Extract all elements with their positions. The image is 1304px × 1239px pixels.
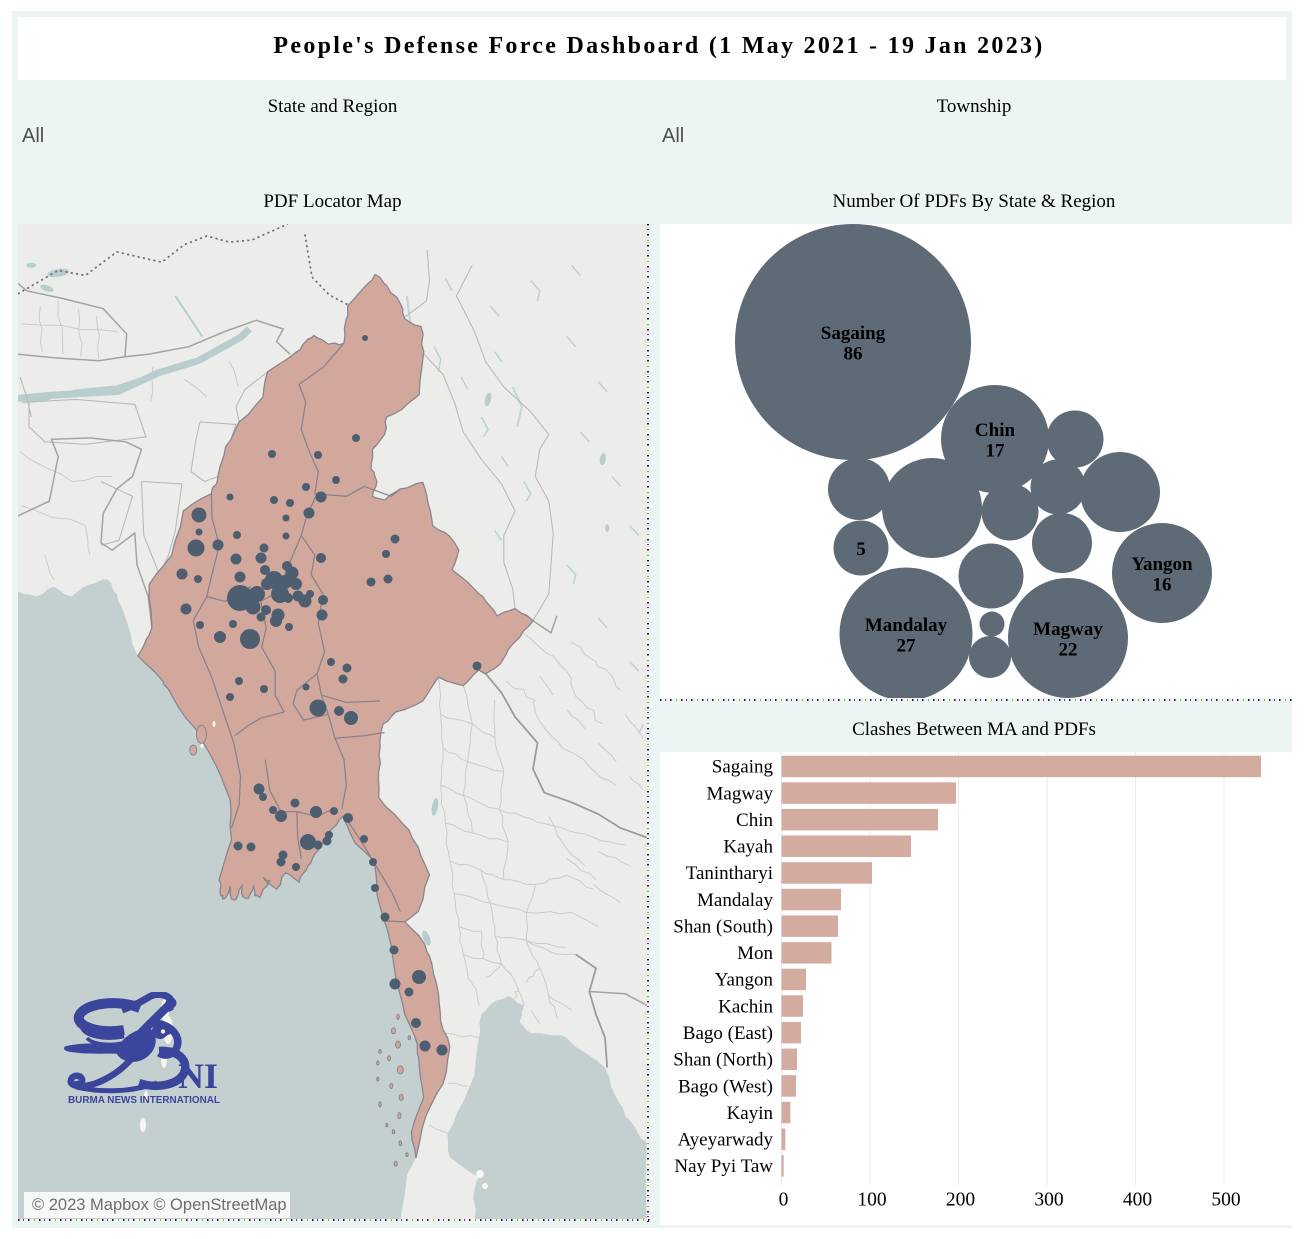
svg-text:86: 86 <box>844 344 863 365</box>
svg-text:Mandalay: Mandalay <box>697 890 773 911</box>
svg-text:Chin: Chin <box>736 810 773 831</box>
svg-text:200: 200 <box>946 1190 975 1211</box>
svg-text:Shan (North): Shan (North) <box>673 1050 773 1071</box>
svg-text:Ayeyarwady: Ayeyarwady <box>678 1130 774 1151</box>
svg-text:Mandalay: Mandalay <box>865 615 948 636</box>
svg-text:Bago (West): Bago (West) <box>678 1076 773 1097</box>
svg-text:Kayah: Kayah <box>723 837 773 858</box>
svg-text:0: 0 <box>779 1190 789 1211</box>
svg-text:Yangon: Yangon <box>715 970 774 991</box>
svg-text:Yangon: Yangon <box>1131 554 1193 575</box>
svg-text:16: 16 <box>1153 575 1172 596</box>
svg-text:NI: NI <box>178 1056 218 1096</box>
svg-text:Mon: Mon <box>737 943 773 964</box>
svg-text:Magway: Magway <box>707 783 774 804</box>
svg-text:27: 27 <box>897 636 917 657</box>
svg-text:Sagaing: Sagaing <box>821 323 886 344</box>
svg-text:300: 300 <box>1034 1190 1063 1211</box>
svg-text:Sagaing: Sagaing <box>712 757 774 778</box>
svg-text:Kachin: Kachin <box>718 996 773 1017</box>
svg-text:Magway: Magway <box>1033 619 1103 640</box>
svg-text:500: 500 <box>1211 1190 1240 1211</box>
svg-text:400: 400 <box>1123 1190 1152 1211</box>
svg-text:Chin: Chin <box>975 420 1016 441</box>
svg-text:Bago (East): Bago (East) <box>683 1023 773 1044</box>
svg-text:Kayin: Kayin <box>727 1103 774 1124</box>
svg-text:Tanintharyi: Tanintharyi <box>686 863 773 884</box>
svg-text:22: 22 <box>1059 640 1078 661</box>
svg-text:5: 5 <box>856 539 866 560</box>
svg-text:100: 100 <box>857 1190 886 1211</box>
svg-text:17: 17 <box>986 441 1006 462</box>
svg-text:Nay Pyi Taw: Nay Pyi Taw <box>674 1156 773 1177</box>
svg-text:BURMA NEWS INTERNATIONAL: BURMA NEWS INTERNATIONAL <box>68 1095 220 1105</box>
svg-text:Shan (South): Shan (South) <box>673 917 773 938</box>
